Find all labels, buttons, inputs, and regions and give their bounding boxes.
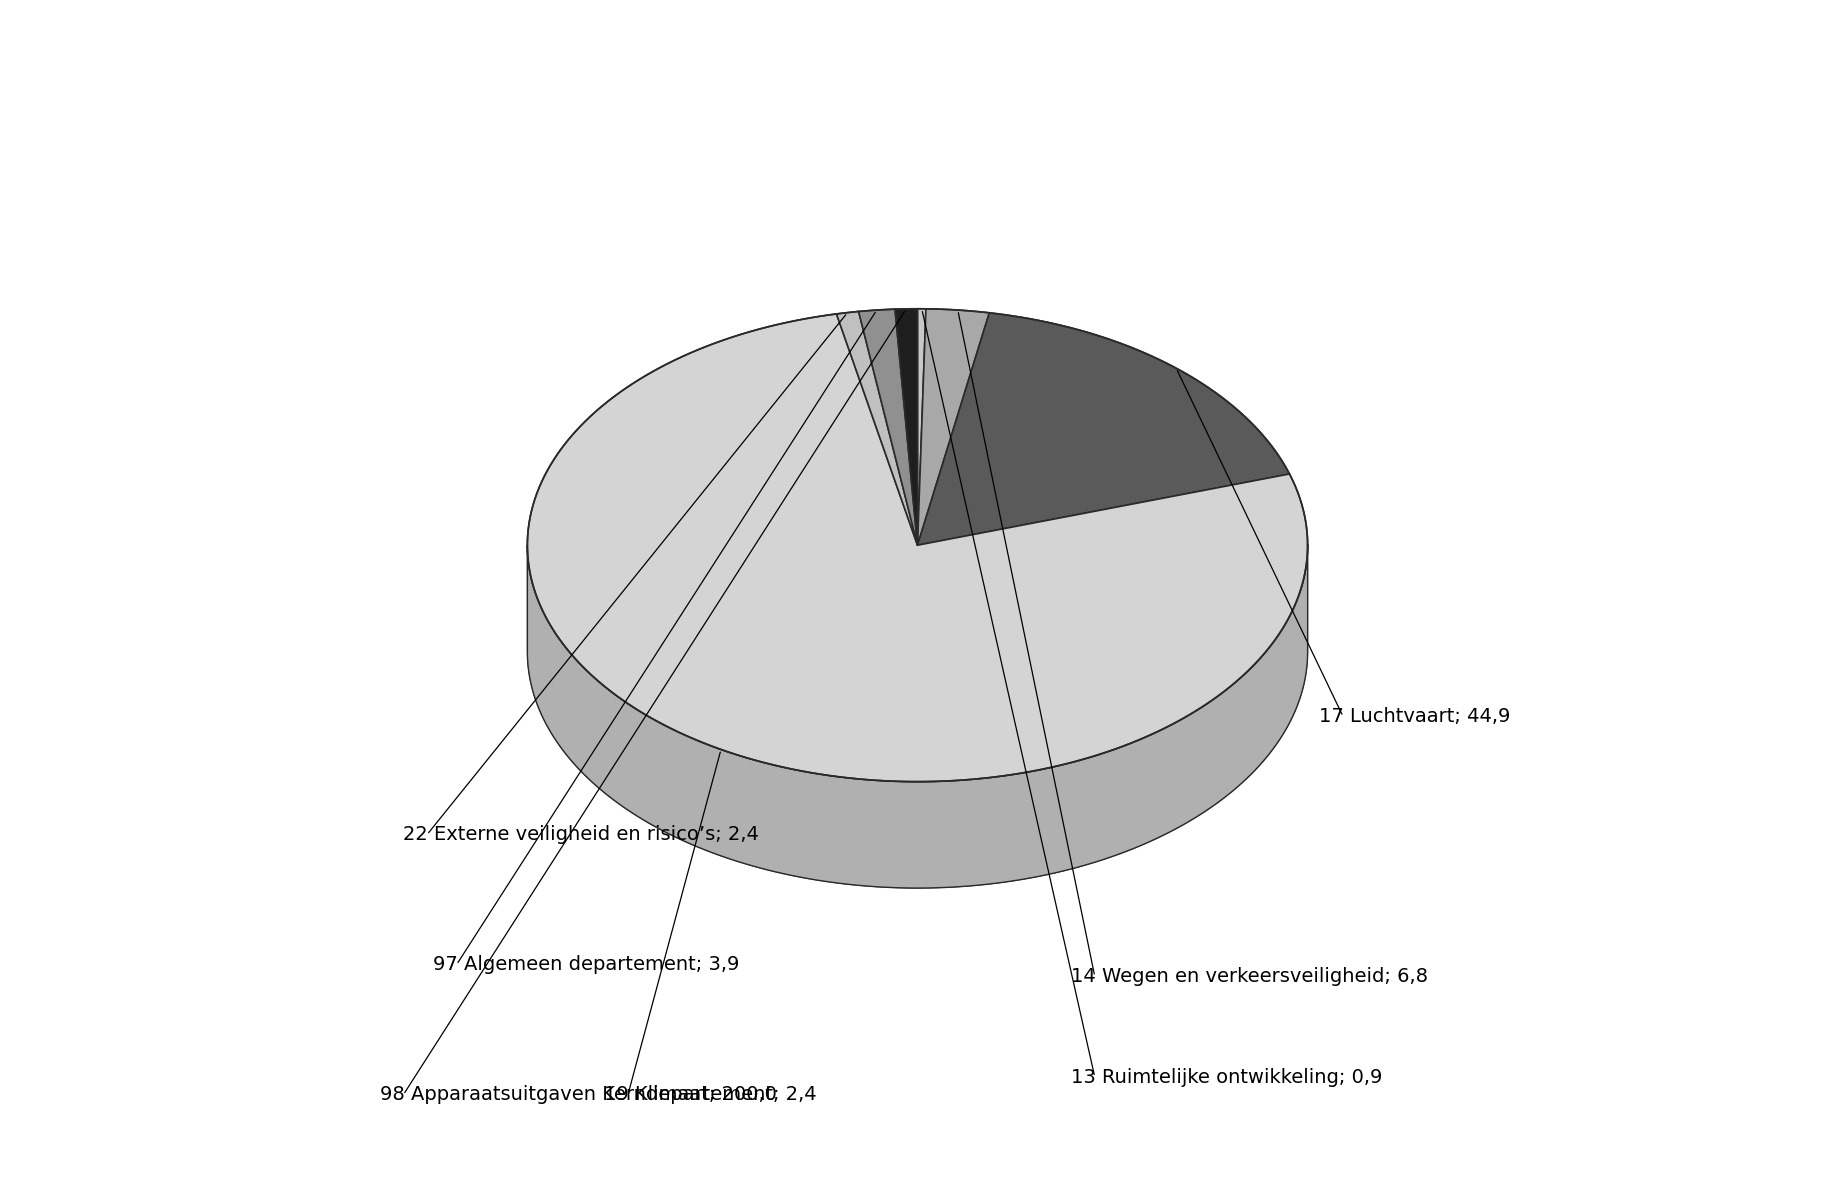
Polygon shape bbox=[527, 314, 1308, 782]
Text: 19 Klimaat; 200,0: 19 Klimaat; 200,0 bbox=[604, 1085, 776, 1104]
Polygon shape bbox=[918, 313, 1290, 545]
Polygon shape bbox=[837, 312, 918, 545]
Text: 14 Wegen en verkeersveiligheid; 6,8: 14 Wegen en verkeersveiligheid; 6,8 bbox=[1072, 967, 1428, 986]
Text: 22 Externe veiligheid en risico’s; 2,4: 22 Externe veiligheid en risico’s; 2,4 bbox=[404, 826, 760, 845]
Text: 98 Apparaatsuitgaven Kerndepartement; 2,4: 98 Apparaatsuitgaven Kerndepartement; 2,… bbox=[380, 1085, 817, 1104]
Polygon shape bbox=[918, 309, 989, 545]
Text: 13 Ruimtelijke ontwikkeling; 0,9: 13 Ruimtelijke ontwikkeling; 0,9 bbox=[1072, 1068, 1382, 1087]
Text: 17 Luchtvaart; 44,9: 17 Luchtvaart; 44,9 bbox=[1319, 707, 1510, 726]
Polygon shape bbox=[527, 545, 1308, 888]
Text: 97 Algemeen departement; 3,9: 97 Algemeen departement; 3,9 bbox=[433, 955, 740, 974]
Polygon shape bbox=[895, 309, 918, 545]
Polygon shape bbox=[527, 545, 1308, 888]
Polygon shape bbox=[859, 309, 918, 545]
Polygon shape bbox=[918, 309, 927, 545]
